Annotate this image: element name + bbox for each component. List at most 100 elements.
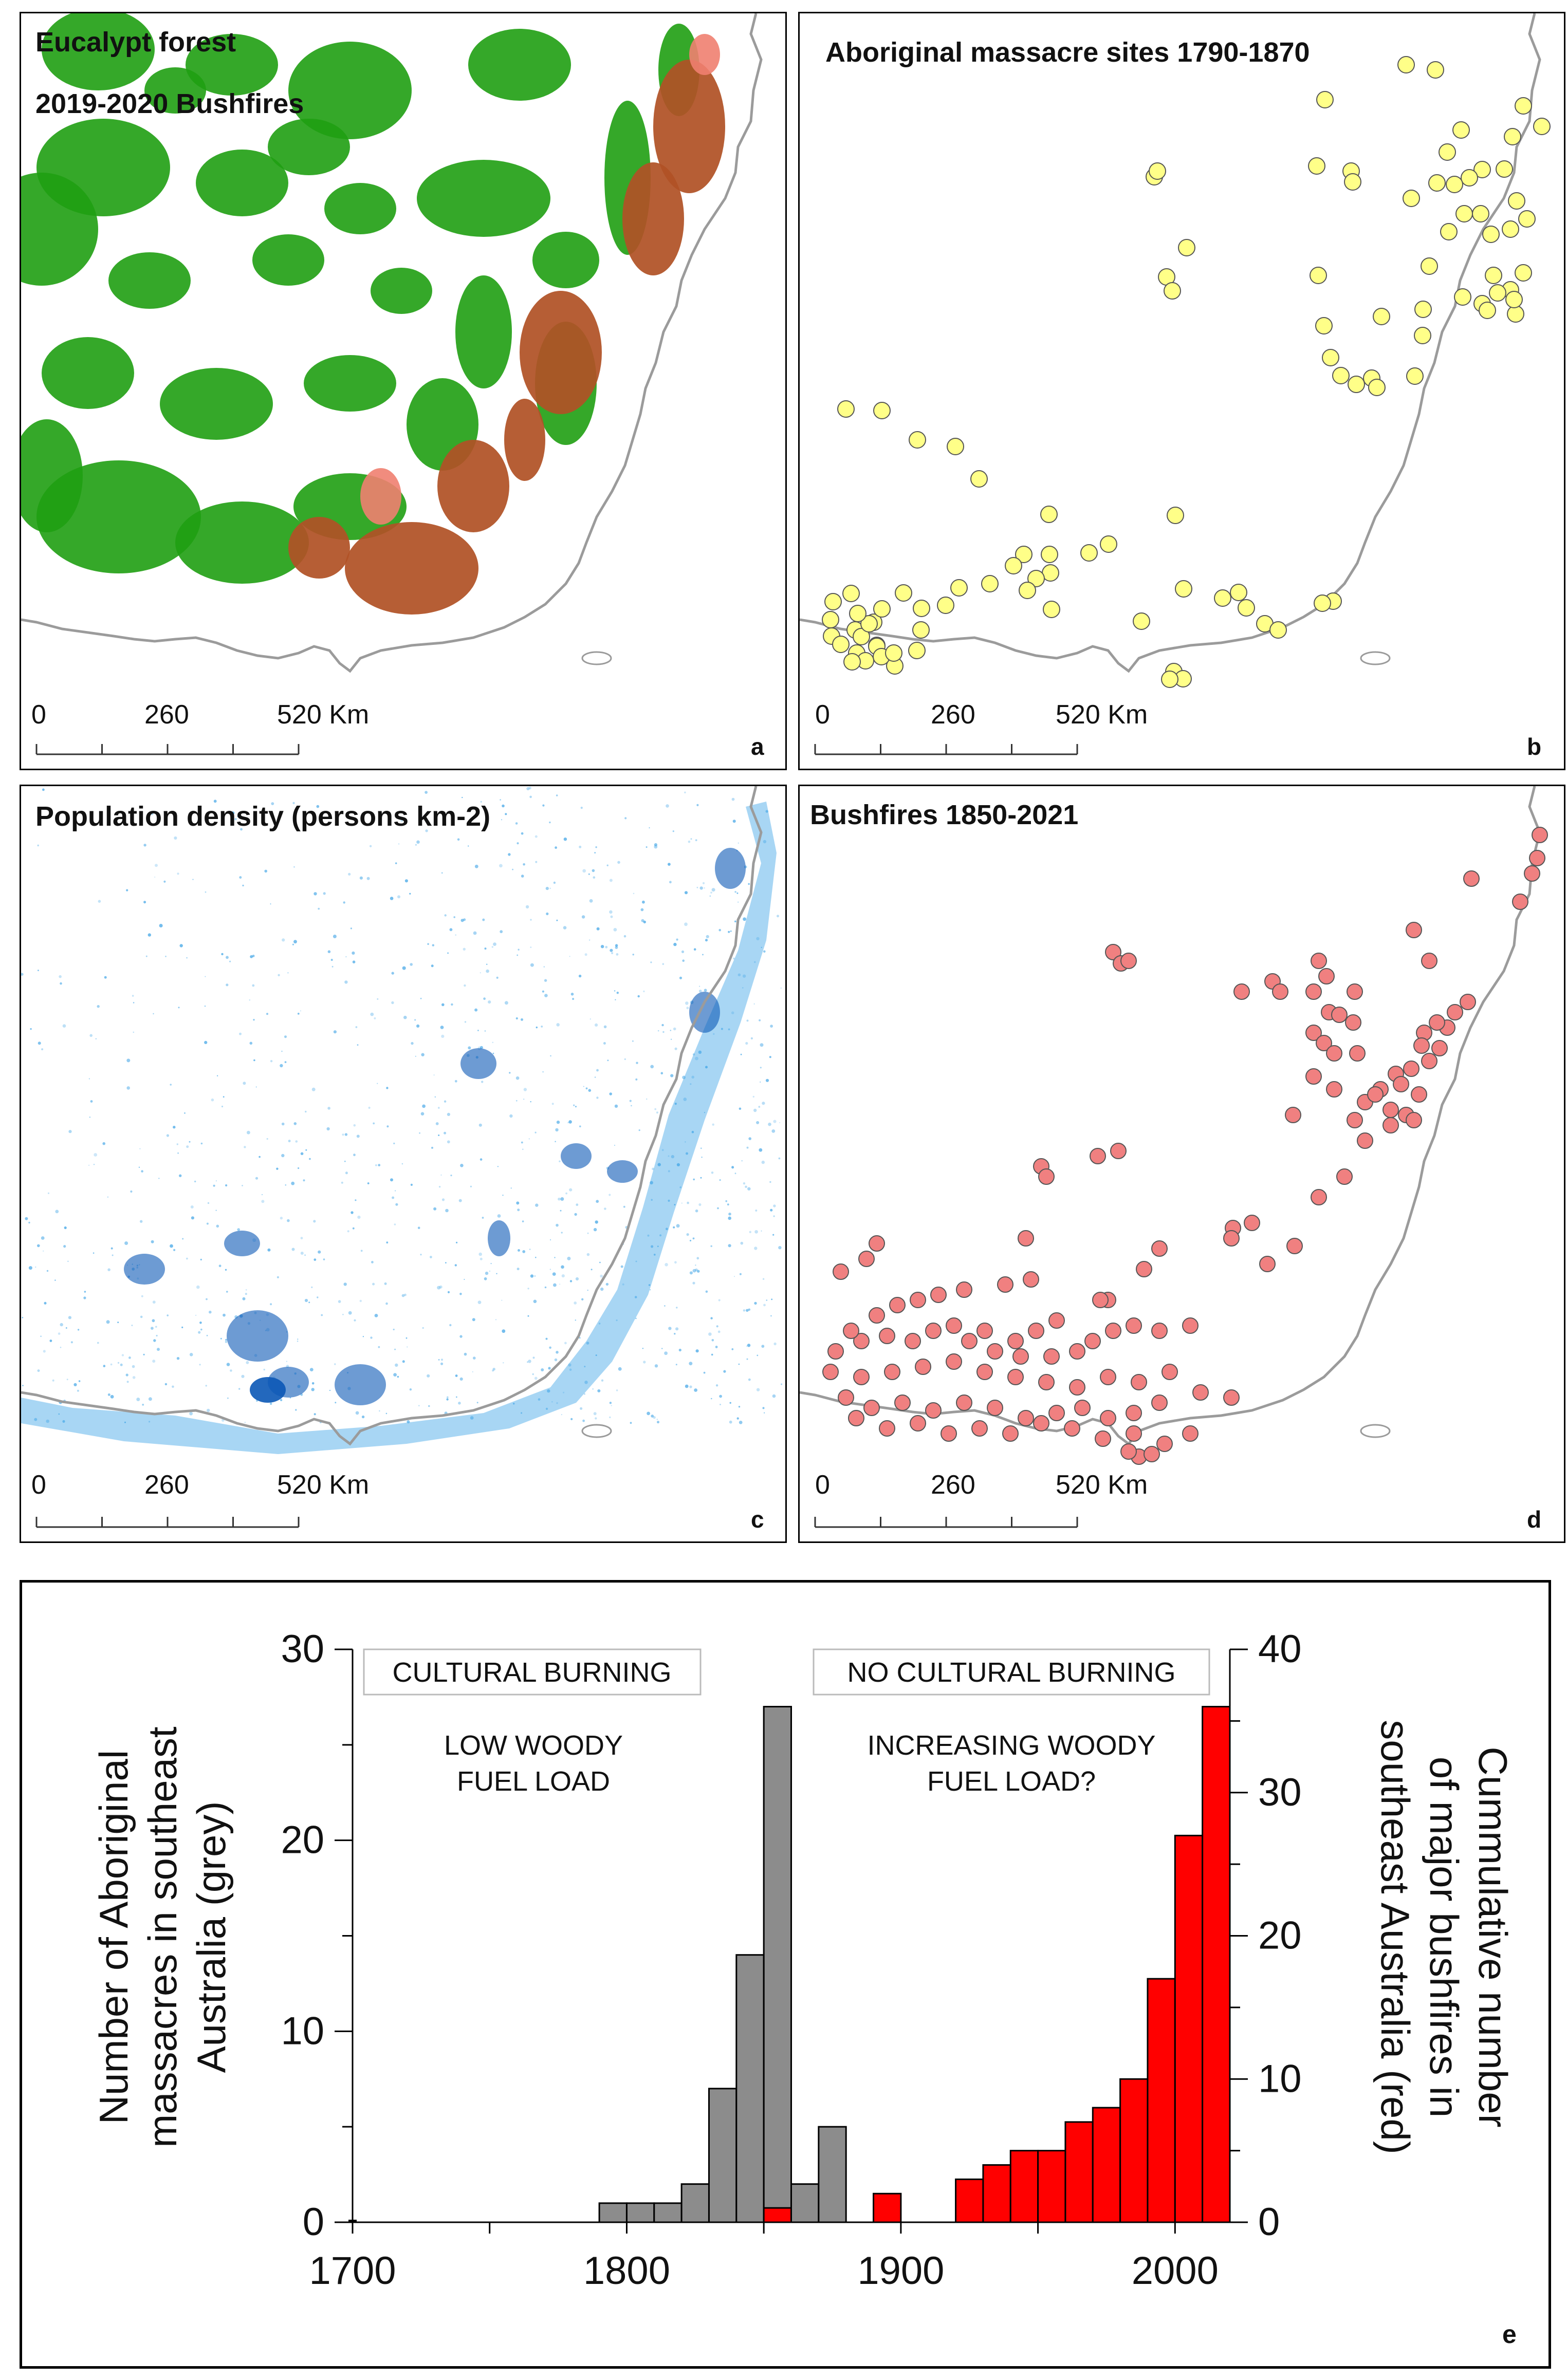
population-speck	[563, 838, 567, 841]
population-speck	[240, 828, 243, 831]
massacre-site-marker	[842, 585, 860, 602]
population-speck	[713, 1033, 715, 1035]
scalebar-label-0: 0	[31, 1470, 46, 1500]
population-speck	[490, 1263, 492, 1265]
population-speck	[458, 1199, 462, 1202]
population-speck	[534, 1377, 538, 1380]
population-speck	[46, 1419, 49, 1423]
population-speck	[464, 1021, 467, 1023]
population-speck	[117, 1362, 120, 1364]
population-speck	[596, 927, 600, 931]
population-speck	[517, 1268, 520, 1271]
population-speck	[37, 1244, 40, 1248]
population-cluster	[561, 1143, 592, 1169]
population-speck	[631, 1105, 632, 1107]
population-speck	[728, 931, 730, 933]
bushfire-marker	[863, 1400, 880, 1416]
population-speck	[650, 1181, 653, 1185]
bushfire-marker	[1347, 1112, 1363, 1128]
population-speck	[675, 1364, 677, 1366]
population-speck	[615, 944, 618, 947]
massacre-site-marker	[912, 621, 930, 639]
population-speck	[431, 1146, 433, 1149]
population-speck	[666, 804, 669, 808]
population-speck	[106, 1320, 110, 1324]
population-speck	[746, 1146, 749, 1149]
population-speck	[291, 1181, 295, 1185]
bushfire-marker	[976, 1323, 993, 1339]
massacre-site-marker	[1133, 612, 1150, 630]
bushfire-marker	[1357, 1132, 1373, 1149]
population-speck	[462, 796, 463, 798]
x-tick-label: 1800	[583, 2249, 670, 2293]
population-speck	[729, 1402, 731, 1404]
population-speck	[569, 1368, 572, 1371]
population-speck	[534, 1275, 536, 1277]
bushfire-marker	[1331, 1007, 1348, 1023]
population-speck	[41, 1048, 44, 1051]
population-speck	[482, 1217, 484, 1219]
population-speck	[65, 1327, 67, 1329]
bushfire-marker	[1038, 1374, 1055, 1390]
population-speck	[359, 1299, 362, 1303]
population-speck	[284, 1035, 287, 1038]
population-speck	[459, 1293, 462, 1295]
population-speck	[676, 1307, 678, 1309]
population-cluster	[607, 1160, 638, 1183]
forest-patch	[468, 29, 571, 101]
population-speck	[492, 1368, 495, 1371]
population-speck	[90, 1100, 93, 1103]
population-speck	[734, 1173, 736, 1175]
bushfire-marker	[1151, 1240, 1168, 1257]
population-speck	[605, 945, 608, 949]
population-speck	[293, 866, 295, 868]
population-speck	[718, 1299, 721, 1301]
population-speck	[342, 1133, 344, 1136]
population-speck	[110, 1363, 113, 1366]
population-speck	[734, 891, 736, 893]
population-speck	[603, 1042, 606, 1045]
population-speck	[585, 1087, 588, 1090]
population-speck	[551, 1103, 554, 1105]
population-speck	[765, 1079, 769, 1082]
grey-bar	[625, 2202, 655, 2223]
population-speck	[600, 1287, 604, 1291]
population-speck	[378, 1346, 380, 1348]
population-speck	[318, 907, 320, 910]
population-speck	[409, 892, 411, 895]
population-speck	[618, 1367, 622, 1371]
population-speck	[747, 1344, 751, 1347]
population-speck	[764, 1412, 765, 1414]
population-speck	[522, 1220, 524, 1222]
population-speck	[609, 879, 613, 882]
population-speck	[394, 1190, 396, 1192]
population-speck	[527, 1315, 529, 1317]
bushfire-marker	[1463, 870, 1480, 887]
population-speck	[499, 864, 503, 868]
population-speck	[439, 1285, 443, 1289]
population-speck	[386, 1087, 389, 1089]
population-speck	[692, 1237, 695, 1240]
population-speck	[729, 1420, 732, 1424]
population-speck	[342, 1314, 344, 1315]
population-speck	[407, 1420, 410, 1424]
bushfire-marker	[1529, 850, 1545, 866]
population-speck	[529, 795, 532, 798]
population-speck	[252, 984, 255, 987]
population-speck	[484, 1277, 487, 1280]
population-speck	[480, 801, 482, 803]
population-speck	[542, 804, 545, 807]
massacre-site-marker	[1316, 91, 1334, 108]
low-fuel-line2: FUEL LOAD	[457, 1766, 610, 1797]
forest-patch	[196, 150, 288, 216]
massacre-site-marker	[1178, 239, 1195, 256]
population-speck	[711, 1353, 713, 1356]
massacre-site-marker	[1161, 671, 1178, 688]
population-speck	[569, 956, 570, 957]
population-speck	[348, 1311, 352, 1315]
panel-a-title: Eucalypt forest	[35, 27, 236, 58]
population-speck	[152, 1300, 156, 1304]
population-speck	[668, 1327, 672, 1330]
bushfire-marker	[1120, 1443, 1137, 1460]
population-speck	[205, 891, 207, 893]
